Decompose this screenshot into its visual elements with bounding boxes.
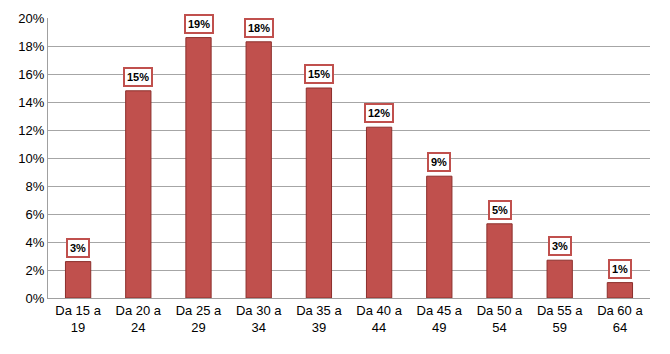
- svg-text:9%: 9%: [431, 156, 447, 168]
- svg-text:3%: 3%: [70, 242, 86, 254]
- svg-text:12%: 12%: [368, 107, 390, 119]
- svg-text:5%: 5%: [492, 204, 508, 216]
- svg-text:4%: 4%: [26, 235, 45, 250]
- svg-text:18%: 18%: [18, 39, 44, 54]
- svg-text:2%: 2%: [26, 263, 45, 278]
- svg-text:Da 40 a44: Da 40 a44: [356, 303, 402, 335]
- svg-text:14%: 14%: [18, 95, 44, 110]
- svg-text:Da 50 a54: Da 50 a54: [477, 303, 523, 335]
- svg-text:16%: 16%: [18, 67, 44, 82]
- svg-text:10%: 10%: [18, 151, 44, 166]
- svg-text:12%: 12%: [18, 123, 44, 138]
- svg-text:Da 35 a39: Da 35 a39: [296, 303, 342, 335]
- svg-text:18%: 18%: [248, 22, 270, 34]
- svg-text:Da 15 a19: Da 15 a19: [55, 303, 101, 335]
- svg-text:Da 60 a64: Da 60 a64: [597, 303, 643, 335]
- svg-text:1%: 1%: [612, 263, 628, 275]
- svg-text:Da 30 a34: Da 30 a34: [236, 303, 282, 335]
- svg-text:8%: 8%: [26, 179, 45, 194]
- svg-text:19%: 19%: [188, 18, 210, 30]
- svg-text:6%: 6%: [26, 207, 45, 222]
- svg-text:3%: 3%: [552, 240, 568, 252]
- svg-text:0%: 0%: [26, 291, 45, 306]
- svg-text:Da 55 a59: Da 55 a59: [537, 303, 583, 335]
- svg-text:15%: 15%: [308, 68, 330, 80]
- svg-text:Da 25 a29: Da 25 a29: [176, 303, 222, 335]
- svg-text:15%: 15%: [127, 71, 149, 83]
- svg-text:Da 20 a24: Da 20 a24: [116, 303, 162, 335]
- svg-text:Da 45 a49: Da 45 a49: [417, 303, 463, 335]
- svg-text:20%: 20%: [18, 11, 44, 26]
